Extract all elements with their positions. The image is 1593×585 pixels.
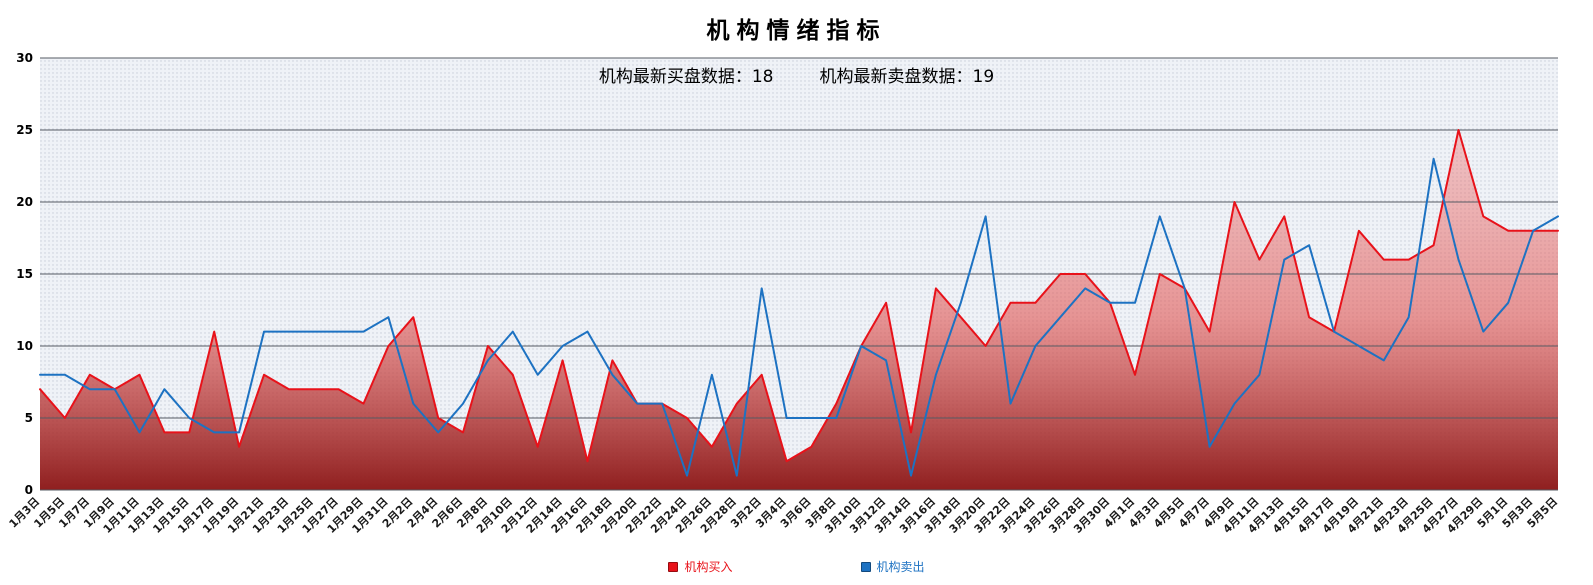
- chart-title: 机构情绪指标: [706, 18, 887, 44]
- latest-sell-label: 机构最新卖盘数据：: [819, 67, 973, 87]
- latest-data-readout: 机构最新买盘数据：18 机构最新卖盘数据：19: [0, 62, 1593, 87]
- legend-item-buy[interactable]: 机构买入: [668, 558, 733, 575]
- sell-series-line: [39, 157, 1559, 477]
- latest-buy-value: 18: [751, 67, 774, 87]
- y-axis-tick-label: 15: [16, 267, 33, 281]
- sell-series-label: 机构卖出: [876, 560, 925, 574]
- buy-series-label: 机构买入: [684, 560, 733, 574]
- sell-series-swatch-icon: [860, 561, 871, 572]
- y-axis-tick-label: 10: [16, 339, 33, 353]
- buy-series-area: [40, 130, 1558, 490]
- y-axis-tick-label: 25: [16, 123, 33, 137]
- y-axis-tick-label: 20: [16, 195, 33, 209]
- legend-item-sell[interactable]: 机构卖出: [860, 558, 925, 575]
- buy-series-line: [39, 129, 1559, 463]
- y-axis-tick-label: 5: [25, 411, 33, 425]
- latest-sell-value: 19: [972, 67, 995, 87]
- chart-legend: 机构买入 机构卖出: [0, 558, 1593, 575]
- y-axis-tick-label: 0: [25, 483, 33, 497]
- buy-series-swatch-icon: [668, 561, 679, 572]
- y-axis-tick-label: 30: [16, 51, 33, 65]
- latest-buy-label: 机构最新买盘数据：: [598, 67, 752, 87]
